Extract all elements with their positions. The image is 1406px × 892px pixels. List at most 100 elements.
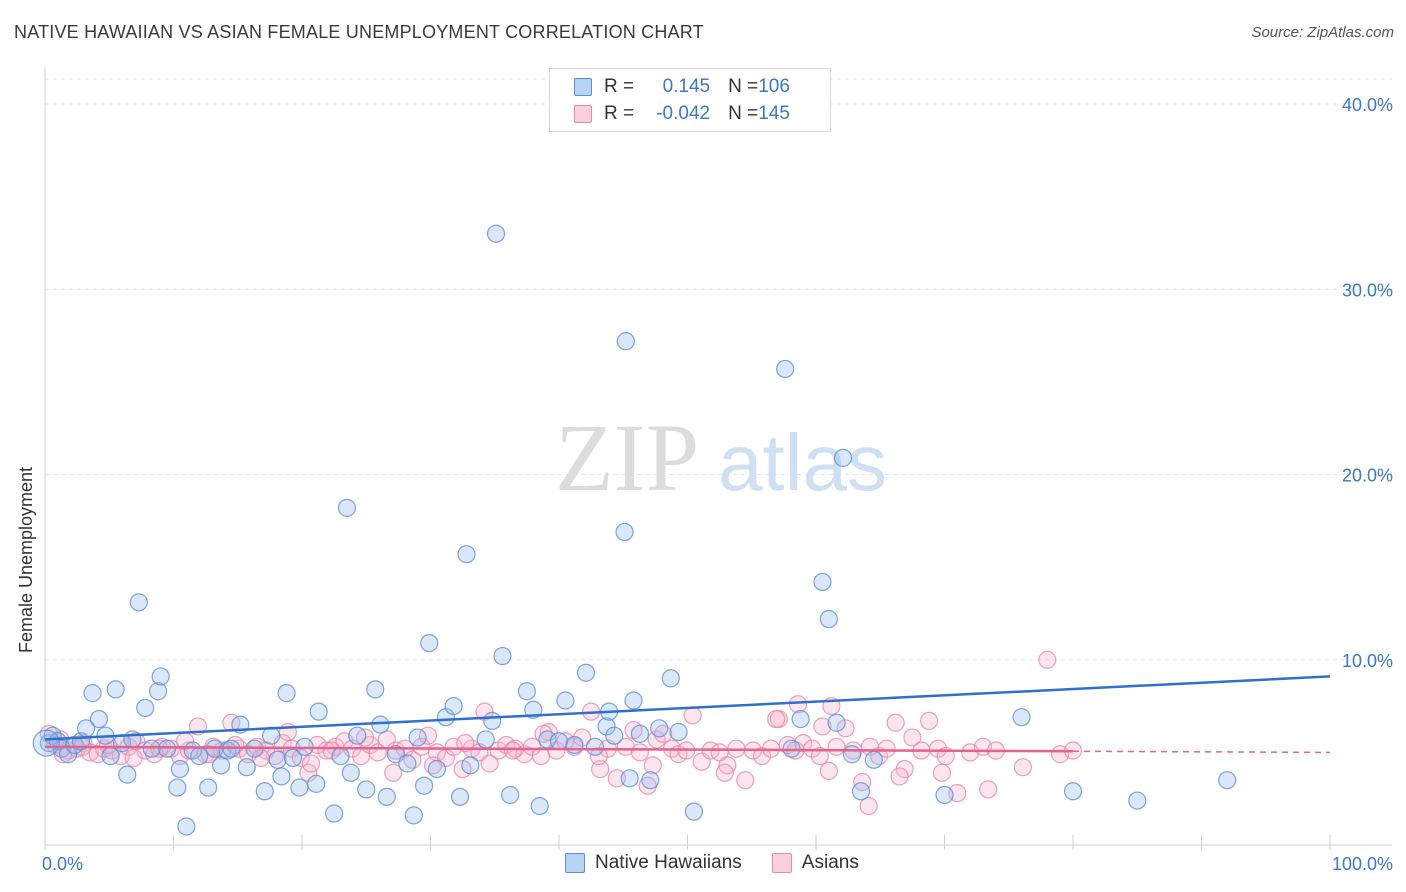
- native-hawaiian-point: [190, 746, 209, 766]
- legend-n-label: N =: [728, 76, 759, 97]
- native-hawaiian-point: [827, 713, 846, 732]
- watermark-zip: ZIP: [555, 404, 699, 511]
- native-hawaiian-point: [630, 724, 650, 743]
- asian-point: [810, 746, 829, 766]
- source-label: Source: ZipAtlas.com: [1251, 24, 1394, 41]
- x-tick-label: 0.0%: [42, 854, 83, 874]
- native-hawaiian-point: [461, 756, 480, 775]
- asian-point: [589, 746, 608, 766]
- native-hawaiian-point: [576, 663, 596, 682]
- native-hawaiians-trend-line: [44, 675, 1331, 741]
- native-hawaiian-point: [106, 680, 125, 699]
- native-hawaiian-point: [408, 728, 427, 747]
- native-hawaiian-point: [585, 737, 605, 756]
- native-hawaiian-point: [597, 717, 616, 736]
- y-tick-labels: 10.0% 20.0% 30.0% 40.0%: [1342, 95, 1393, 671]
- x-tick-labels: 0.0% 100.0%: [42, 854, 1393, 874]
- asian-point: [630, 743, 650, 762]
- native-hawaiian-point: [501, 785, 520, 805]
- asian-point: [932, 763, 952, 782]
- native-hawaiian-point: [935, 785, 954, 805]
- native-hawaiian-point: [476, 730, 495, 749]
- native-hawaiian-point: [290, 778, 309, 797]
- asian-point: [877, 739, 896, 758]
- series-legend: Native Hawaiians Asians: [565, 852, 889, 874]
- asian-point: [979, 780, 998, 799]
- native-hawaiian-point: [842, 745, 862, 764]
- native-hawaiian-point: [142, 739, 161, 758]
- native-hawaiian-point: [32, 729, 60, 757]
- native-hawaiian-point: [272, 767, 291, 786]
- legend-swatch-asians: [574, 105, 592, 123]
- asian-point: [124, 748, 143, 768]
- y-tick-label: 20.0%: [1342, 466, 1393, 486]
- native-hawaiian-point: [371, 715, 390, 734]
- asian-point: [444, 737, 463, 756]
- watermark: ZIP atlas: [555, 404, 887, 511]
- asian-point: [803, 739, 822, 758]
- legend-n-label: N =: [728, 103, 759, 124]
- native-hawaiian-point: [457, 545, 476, 564]
- asian-point: [827, 737, 846, 756]
- native-hawaiian-point: [277, 684, 296, 703]
- asian-point: [456, 734, 475, 753]
- native-hawaiian-point: [170, 759, 190, 779]
- native-hawaiian-point: [136, 698, 155, 718]
- asian-point: [919, 711, 939, 730]
- legend-n-value-asians: 145: [758, 103, 790, 124]
- legend-r-label: R =: [604, 103, 635, 124]
- asian-point: [480, 754, 499, 773]
- y-tick-label: 40.0%: [1342, 95, 1393, 115]
- native-hawaiian-point: [661, 669, 680, 688]
- series-legend-asians[interactable]: Asians: [771, 852, 859, 874]
- native-hawaiian-point: [813, 572, 832, 592]
- native-hawaiian-point: [89, 709, 109, 729]
- legend-row-asians: R = -0.042 N = 145: [574, 102, 790, 126]
- native-hawaiian-point: [1012, 708, 1031, 727]
- watermark-atlas: atlas: [718, 418, 887, 507]
- asian-point: [291, 748, 310, 768]
- native-hawaiian-point: [530, 796, 549, 816]
- asian-point: [301, 754, 321, 773]
- native-hawaiian-point: [427, 759, 447, 779]
- series-label-native-hawaiians: Native Hawaiians: [595, 852, 742, 873]
- asian-point: [683, 706, 702, 725]
- chart-title: NATIVE HAWAIIAN VS ASIAN FEMALE UNEMPLOY…: [14, 22, 704, 42]
- native-hawaiian-point: [517, 682, 536, 701]
- asian-point: [150, 739, 169, 758]
- y-tick-label: 10.0%: [1342, 651, 1393, 671]
- correlation-legend: R = 0.145 N = 106 R = -0.042 N = 145: [549, 68, 831, 132]
- asian-point: [718, 756, 737, 775]
- native-hawaiian-point: [199, 778, 218, 797]
- native-hawaiian-point: [819, 609, 838, 629]
- native-hawaiian-point: [118, 765, 137, 784]
- native-hawaiian-point: [833, 448, 853, 467]
- native-hawaiian-point: [157, 739, 177, 758]
- native-hawaiian-point: [486, 224, 506, 243]
- native-hawaiian-point: [357, 780, 376, 799]
- asian-point: [813, 717, 832, 736]
- axes: [44, 67, 1392, 850]
- native-hawaiian-point: [420, 633, 439, 653]
- asian-point: [890, 767, 909, 786]
- native-hawaiian-point: [307, 774, 326, 793]
- series-legend-native-hawaiians[interactable]: Native Hawaiians: [565, 852, 742, 874]
- native-hawaiian-point: [791, 709, 810, 729]
- native-hawaiian-point: [366, 680, 385, 699]
- asian-point: [853, 772, 872, 792]
- native-hawaiian-point: [624, 691, 643, 710]
- native-hawaiian-point: [650, 719, 669, 738]
- native-hawaiian-point: [268, 750, 287, 769]
- asian-point: [903, 728, 922, 747]
- asian-point: [794, 734, 813, 753]
- native-hawaiian-point: [483, 711, 502, 730]
- native-hawaiian-point: [237, 758, 256, 777]
- native-hawaiian-point: [255, 782, 274, 801]
- native-hawaiian-point: [83, 684, 102, 703]
- y-axis-label: Female Unemployment: [16, 466, 36, 654]
- native-hawaiian-point: [620, 769, 639, 788]
- asian-point: [475, 702, 494, 721]
- native-hawaiian-point: [177, 817, 196, 836]
- legend-row-native-hawaiians: R = 0.145 N = 106: [574, 75, 790, 99]
